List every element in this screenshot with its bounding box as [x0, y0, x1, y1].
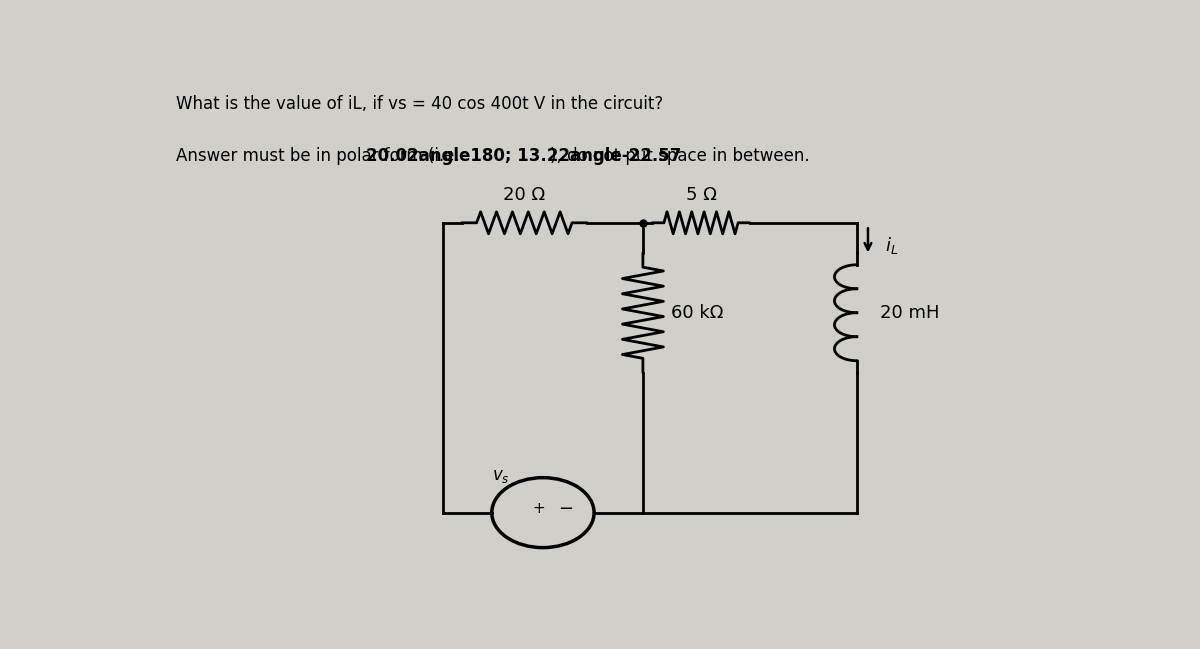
- Text: 20.02angle180; 13.22angle-22.57: 20.02angle180; 13.22angle-22.57: [366, 147, 682, 165]
- Text: What is the value of iL, if vs = 40 cos 400t V in the circuit?: What is the value of iL, if vs = 40 cos …: [176, 95, 664, 114]
- Text: Answer must be in polar form (i.e.: Answer must be in polar form (i.e.: [176, 147, 464, 165]
- Text: +: +: [532, 501, 545, 516]
- Text: −: −: [559, 500, 574, 518]
- Text: $i_L$: $i_L$: [884, 235, 898, 256]
- Text: 20 Ω: 20 Ω: [503, 186, 545, 204]
- Text: 60 kΩ: 60 kΩ: [671, 304, 724, 322]
- Text: 5 Ω: 5 Ω: [685, 186, 716, 204]
- Text: $v_s$: $v_s$: [492, 467, 510, 485]
- Text: ), do not put space in between.: ), do not put space in between.: [550, 147, 809, 165]
- Text: 20 mH: 20 mH: [880, 304, 940, 322]
